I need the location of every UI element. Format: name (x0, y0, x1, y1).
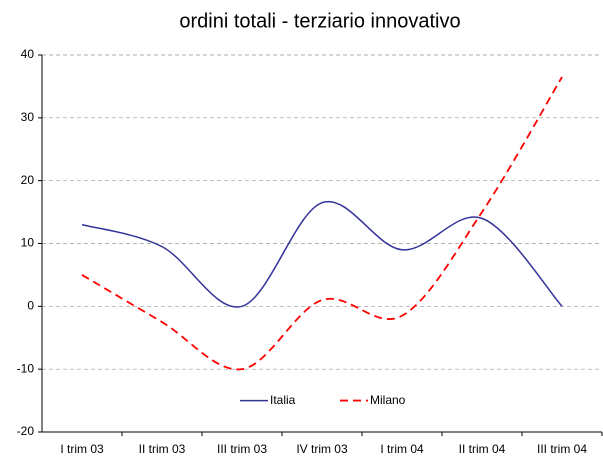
series-line (81, 200, 563, 308)
series-line (81, 76, 563, 371)
x-tick-label: I trim 03 (60, 442, 104, 456)
x-tick-label: I trim 04 (380, 442, 424, 456)
legend-label: Italia (270, 393, 296, 407)
y-tick-label: 40 (21, 47, 35, 61)
legend-label: Milano (370, 393, 406, 407)
x-tick-label: II trim 03 (139, 442, 186, 456)
y-tick-label: -10 (17, 361, 35, 375)
x-tick-label: III trim 04 (537, 442, 587, 456)
x-tick-label: II trim 04 (459, 442, 506, 456)
y-tick-label: 10 (21, 236, 35, 250)
x-tick-label: IV trim 03 (296, 442, 348, 456)
y-tick-label: 0 (27, 299, 34, 313)
chart-title: ordini totali - terziario innovativo (179, 10, 460, 32)
x-tick-label: III trim 03 (217, 442, 267, 456)
y-tick-label: 20 (21, 173, 35, 187)
y-tick-label: 30 (21, 110, 35, 124)
y-tick-label: -20 (17, 424, 35, 438)
